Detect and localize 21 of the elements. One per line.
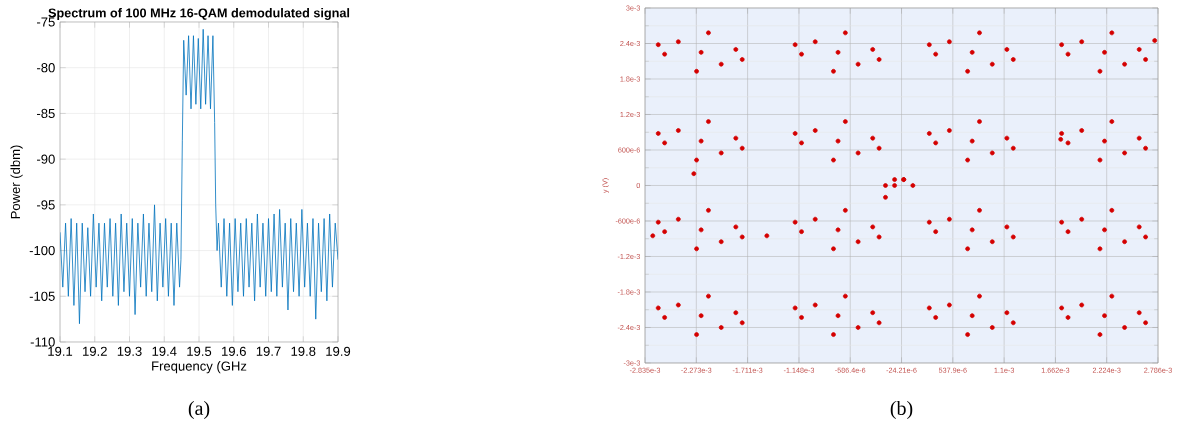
y-tick-label: -85 xyxy=(37,108,55,119)
y-tick-label: -80 xyxy=(37,63,55,73)
x-tick-label: 19.3 xyxy=(117,346,142,356)
y-tick-label: -105 xyxy=(29,291,55,301)
x-tick-label: 19.6 xyxy=(222,346,246,356)
x-tick-label: 19.7 xyxy=(256,346,281,356)
line-series xyxy=(60,28,338,325)
text: (b) xyxy=(890,400,913,420)
x-tick-label: 19.4 xyxy=(152,346,177,356)
x-tick-label: 19.2 xyxy=(83,346,107,356)
x-tick-label: 19.9 xyxy=(326,346,351,356)
y-tick-label: -100 xyxy=(29,245,55,256)
x-tick-label: 19.1 xyxy=(48,346,73,356)
y-tick-label: -90 xyxy=(37,154,55,164)
y-tick-label: -110 xyxy=(30,337,55,347)
y-tick-label: -95 xyxy=(37,200,55,210)
text: (a) xyxy=(188,400,210,420)
x-tick-label: 19.8 xyxy=(291,346,316,356)
x-tick-label: 19.5 xyxy=(187,346,212,356)
x-axis-title: Frequency (GHz xyxy=(152,361,247,374)
y-axis-title: Power (dbm) xyxy=(10,145,23,219)
